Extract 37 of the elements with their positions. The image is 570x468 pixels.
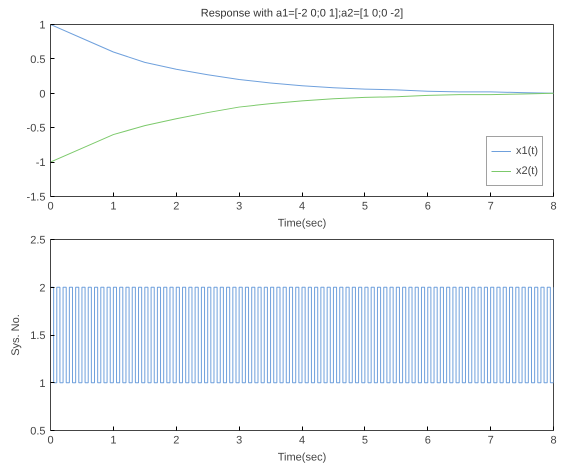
- x-tick-label: 7: [488, 200, 494, 212]
- line-series: [50, 24, 554, 94]
- legend-label: x1(t): [516, 145, 538, 157]
- x-tick-label: 4: [298, 200, 306, 212]
- y-tick-label: -0.5: [26, 122, 46, 135]
- x-tick-label: 6: [424, 434, 431, 446]
- x-tick-label: 8: [550, 434, 557, 446]
- x-tick-label: 8: [550, 200, 557, 212]
- y-tick-label: 0: [39, 88, 46, 100]
- x-tick-label: 1: [110, 434, 116, 446]
- y-tick-label: -1: [36, 157, 46, 170]
- y-tick-label: -1.5: [26, 192, 46, 204]
- y-tick-label: 1: [39, 20, 46, 32]
- y-tick-label: 1.5: [30, 330, 46, 342]
- chart-title: Response with a1=[-2 0;0 1];a2=[1 0;0 -2]: [200, 8, 404, 20]
- y-tick-label: 2: [39, 282, 46, 294]
- x-tick-label: 1: [110, 200, 116, 212]
- x-tick-label: 2: [173, 200, 180, 212]
- y-tick-label: 1: [39, 378, 46, 390]
- x-tick-label: 4: [298, 434, 306, 446]
- x-axis-title: Time(sec): [278, 218, 326, 230]
- y-tick-label: 0.5: [30, 426, 46, 438]
- legend-label: x2(t): [516, 165, 538, 177]
- y-tick-label: 0.5: [30, 54, 46, 66]
- x-tick-label: 2: [173, 434, 180, 446]
- x-tick-label: 6: [424, 200, 431, 212]
- x-tick-label: 5: [362, 434, 368, 446]
- x-tick-label: 0: [47, 200, 54, 212]
- x-tick-label: 7: [488, 434, 494, 446]
- y-tick-label: 2.5: [30, 234, 46, 246]
- x-tick-label: 3: [236, 200, 242, 212]
- y-axis-title: Sys. No.: [10, 314, 22, 356]
- line-series: [50, 92, 554, 163]
- x-tick-label: 0: [47, 434, 54, 446]
- x-tick-label: 3: [236, 434, 242, 446]
- x-axis-title: Time(sec): [278, 452, 326, 464]
- x-tick-label: 5: [362, 200, 368, 212]
